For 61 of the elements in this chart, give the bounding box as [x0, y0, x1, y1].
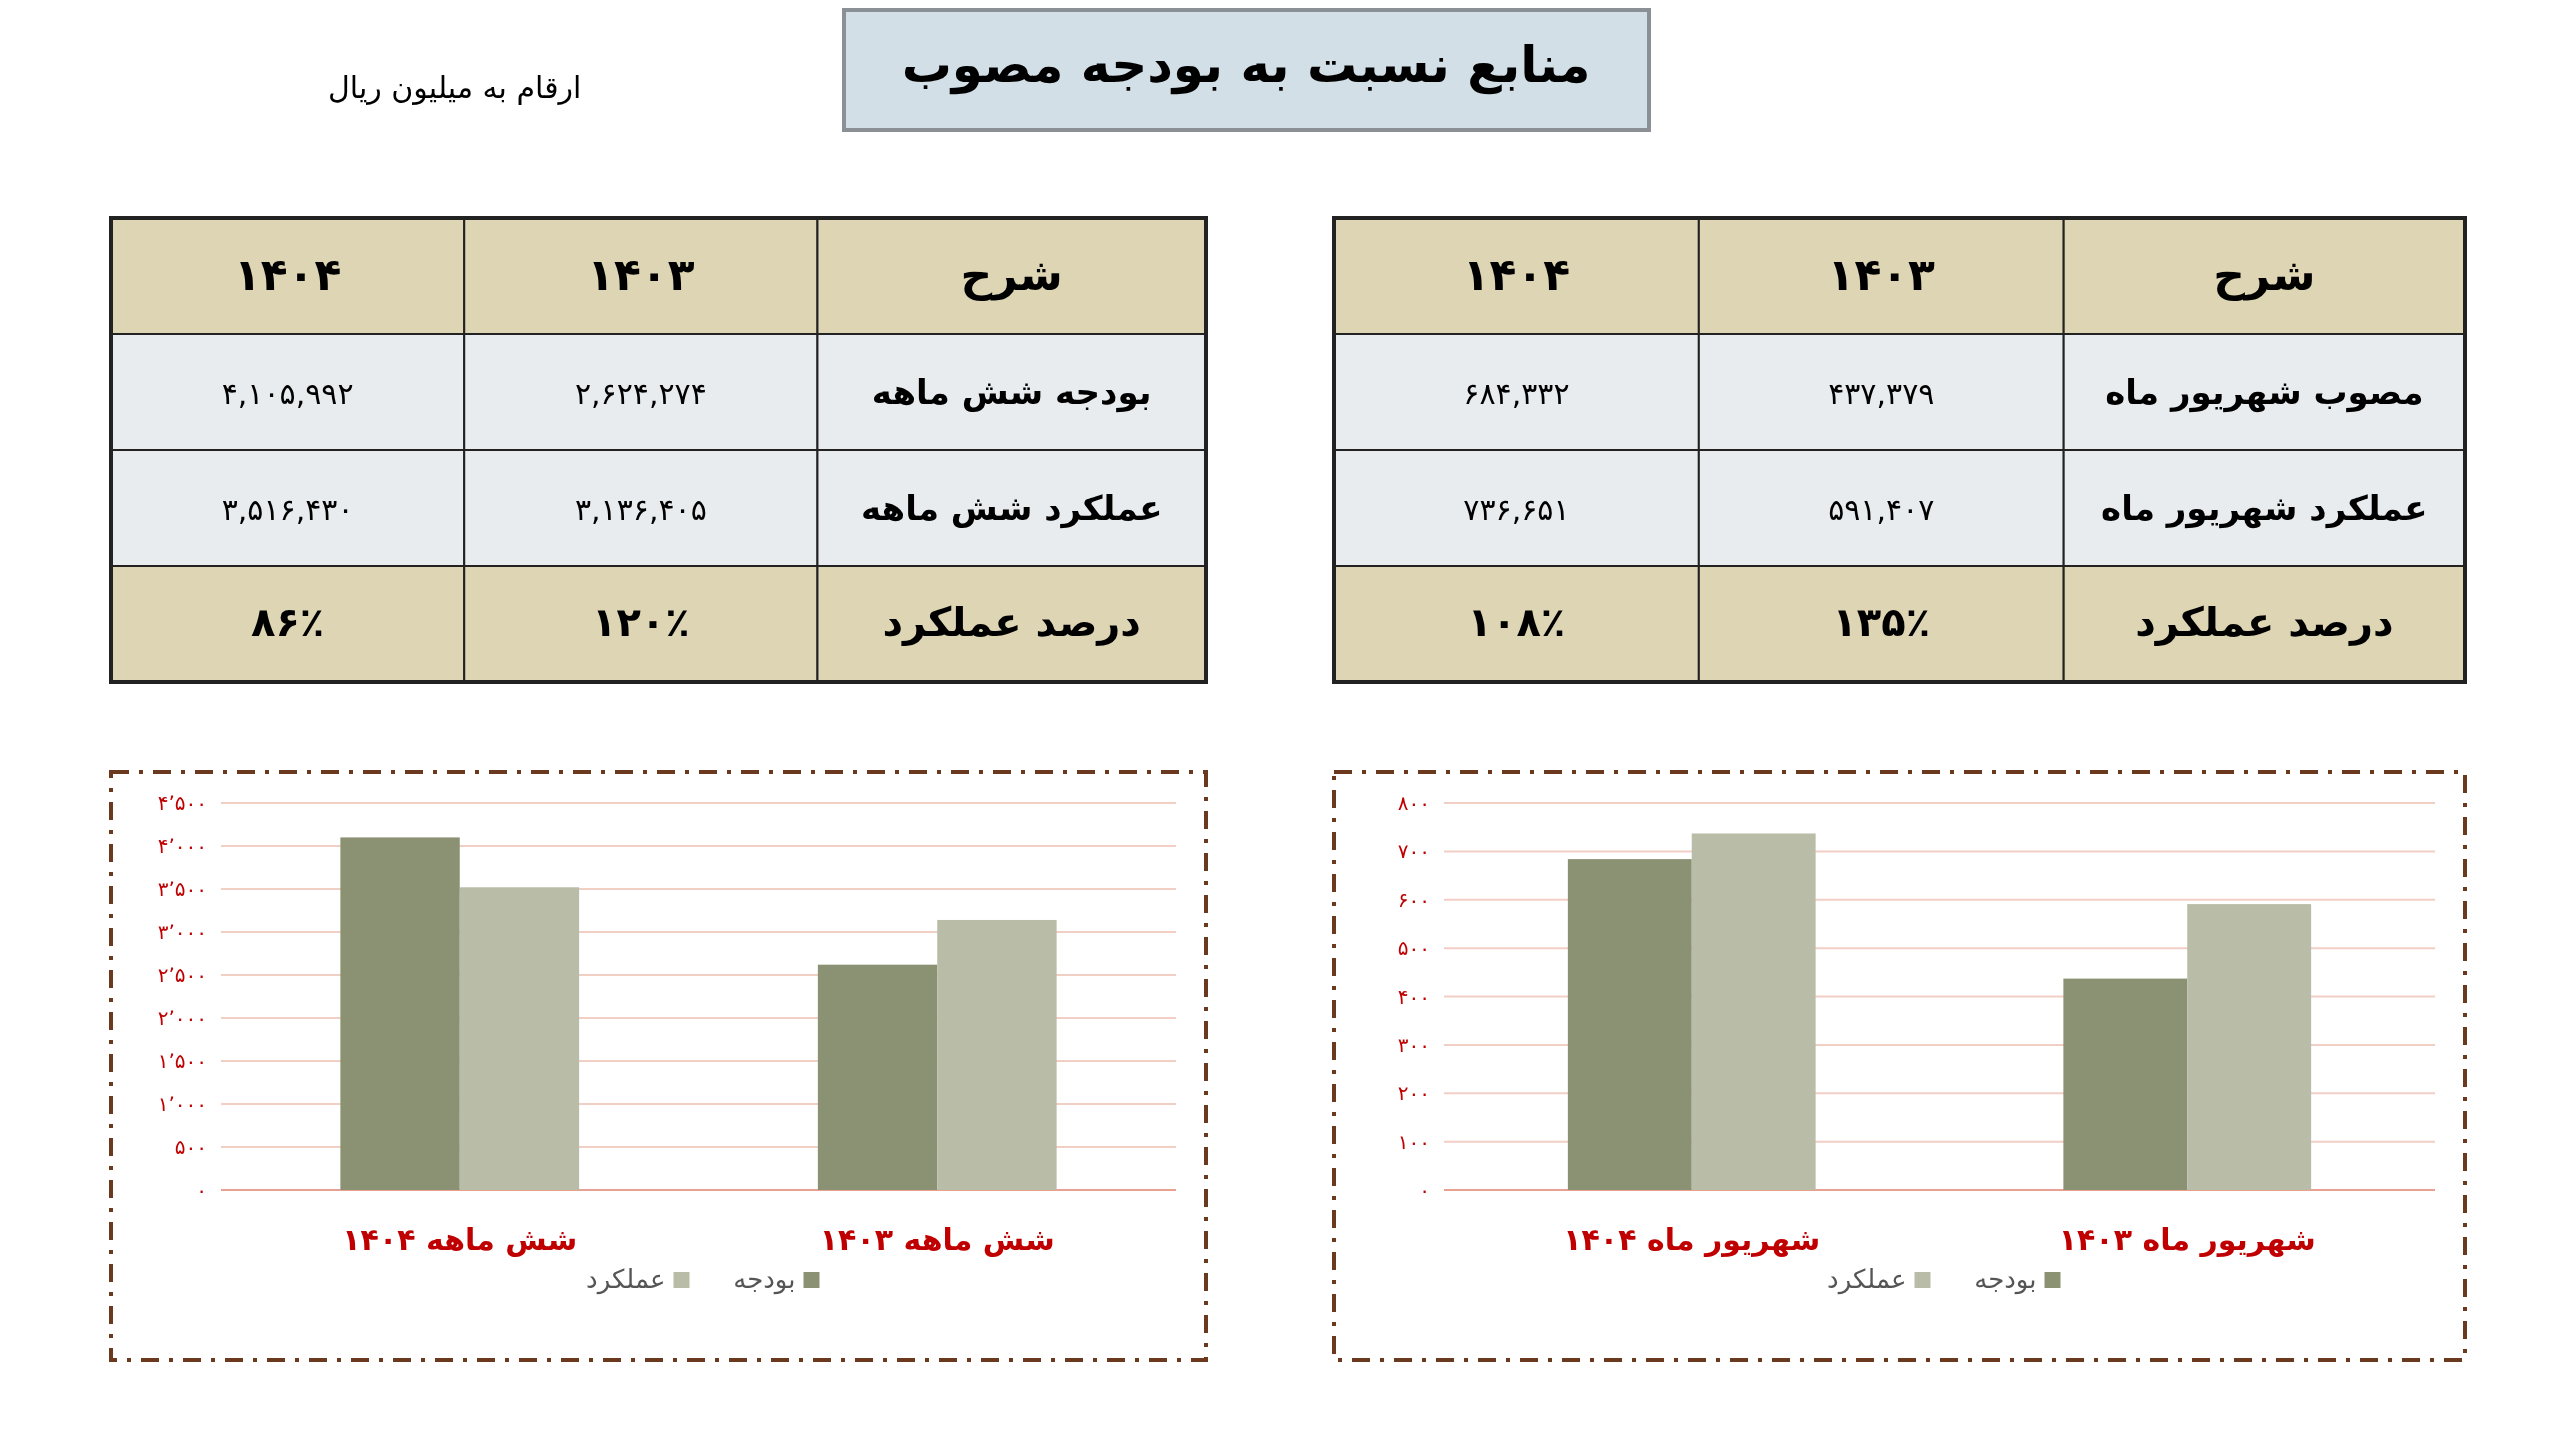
- legend-label: بودجه: [733, 1264, 796, 1295]
- text: درصد عملکرد: [882, 599, 1141, 646]
- x-tick-label: شهریور ماه ۱۴۰۳: [2058, 1222, 2316, 1257]
- y-tick-label: ۲۰۰: [1397, 1081, 1430, 1106]
- y-tick-label: ۳٬۰۰۰: [157, 920, 207, 944]
- y-tick-label: ۰: [1419, 1178, 1430, 1202]
- bar: [340, 837, 460, 1190]
- category-label: ۱۴۰۴: [1462, 249, 1571, 300]
- y-tick-label: ۴٬۵۰۰: [157, 791, 207, 815]
- category-label: شرح: [960, 249, 1063, 301]
- bar: [937, 919, 1057, 1190]
- bar: [2063, 978, 2188, 1190]
- text: ۵۹۱,۴۰۷: [1828, 492, 1935, 527]
- text: درصد عملکرد: [2135, 599, 2394, 646]
- category-label: ۱۴۰۴: [233, 249, 342, 300]
- y-tick-label: ۲٬۵۰۰: [157, 963, 207, 987]
- text: ۳,۱۳۶,۴۰۵: [574, 492, 707, 527]
- legend-label: عملکرد: [1827, 1264, 1907, 1295]
- text: ۳,۵۱۶,۴۳۰: [221, 492, 354, 527]
- text: بودجه شش ماهه: [871, 372, 1152, 413]
- y-tick-label: ۱۰۰: [1397, 1129, 1430, 1154]
- category-label: ۱۴۰۳: [1827, 249, 1936, 300]
- text: ۲,۶۲۴,۲۷۴: [574, 376, 707, 411]
- y-tick-label: ۷۰۰: [1397, 839, 1430, 864]
- y-tick-label: ۵۰۰: [174, 1135, 207, 1159]
- text: ۷۳۶,۶۵۱: [1463, 492, 1570, 527]
- y-tick-label: ۸۰۰: [1397, 791, 1430, 815]
- y-tick-label: ۴۰۰: [1397, 984, 1430, 1009]
- text: ۴,۱۰۵,۹۹۲: [221, 376, 354, 411]
- bar: [1691, 833, 1816, 1190]
- x-tick-label: شش ماهه ۱۴۰۳: [819, 1222, 1055, 1257]
- category-label: شرح: [2213, 249, 2316, 301]
- y-tick-label: ۳۰۰: [1397, 1032, 1430, 1057]
- y-tick-label: ۶۰۰: [1397, 887, 1430, 912]
- text: ۱۳۵٪: [1832, 599, 1931, 645]
- text: ۱۲۰٪: [592, 599, 690, 645]
- x-tick-label: شهریور ماه ۱۴۰۴: [1563, 1222, 1821, 1257]
- legend-label: بودجه: [1974, 1264, 2037, 1295]
- y-tick-label: ۳٬۵۰۰: [157, 877, 207, 901]
- y-tick-label: ۰: [196, 1178, 207, 1202]
- x-tick-label: شش ماهه ۱۴۰۴: [342, 1222, 578, 1257]
- text: ۴۳۷,۳۷۹: [1828, 376, 1935, 411]
- y-tick-label: ۲٬۰۰۰: [157, 1006, 207, 1030]
- text: عملکرد شش ماهه: [861, 488, 1163, 529]
- legend-label: عملکرد: [586, 1264, 666, 1295]
- text: مصوب شهریور ماه: [2105, 372, 2424, 413]
- bar: [2187, 904, 2312, 1190]
- category-label: ۱۴۰۳: [587, 249, 695, 300]
- bar: [817, 964, 938, 1190]
- y-tick-label: ۵۰۰: [1397, 936, 1430, 961]
- text: ۱۰۸٪: [1467, 599, 1566, 645]
- text: ۸۶٪: [250, 599, 325, 645]
- text: ۶۸۴,۳۳۲: [1463, 376, 1570, 411]
- y-tick-label: ۱٬۵۰۰: [157, 1049, 207, 1073]
- bar: [459, 887, 580, 1190]
- y-tick-label: ۱٬۰۰۰: [157, 1092, 207, 1116]
- text: ارقام به میلیون ریال: [328, 70, 582, 105]
- text: عملکرد شهریور ماه: [2101, 488, 2428, 529]
- y-tick-label: ۴٬۰۰۰: [157, 834, 207, 858]
- bar: [1567, 859, 1692, 1190]
- text: منابع نسبت به بودجه مصوب: [901, 36, 1591, 95]
